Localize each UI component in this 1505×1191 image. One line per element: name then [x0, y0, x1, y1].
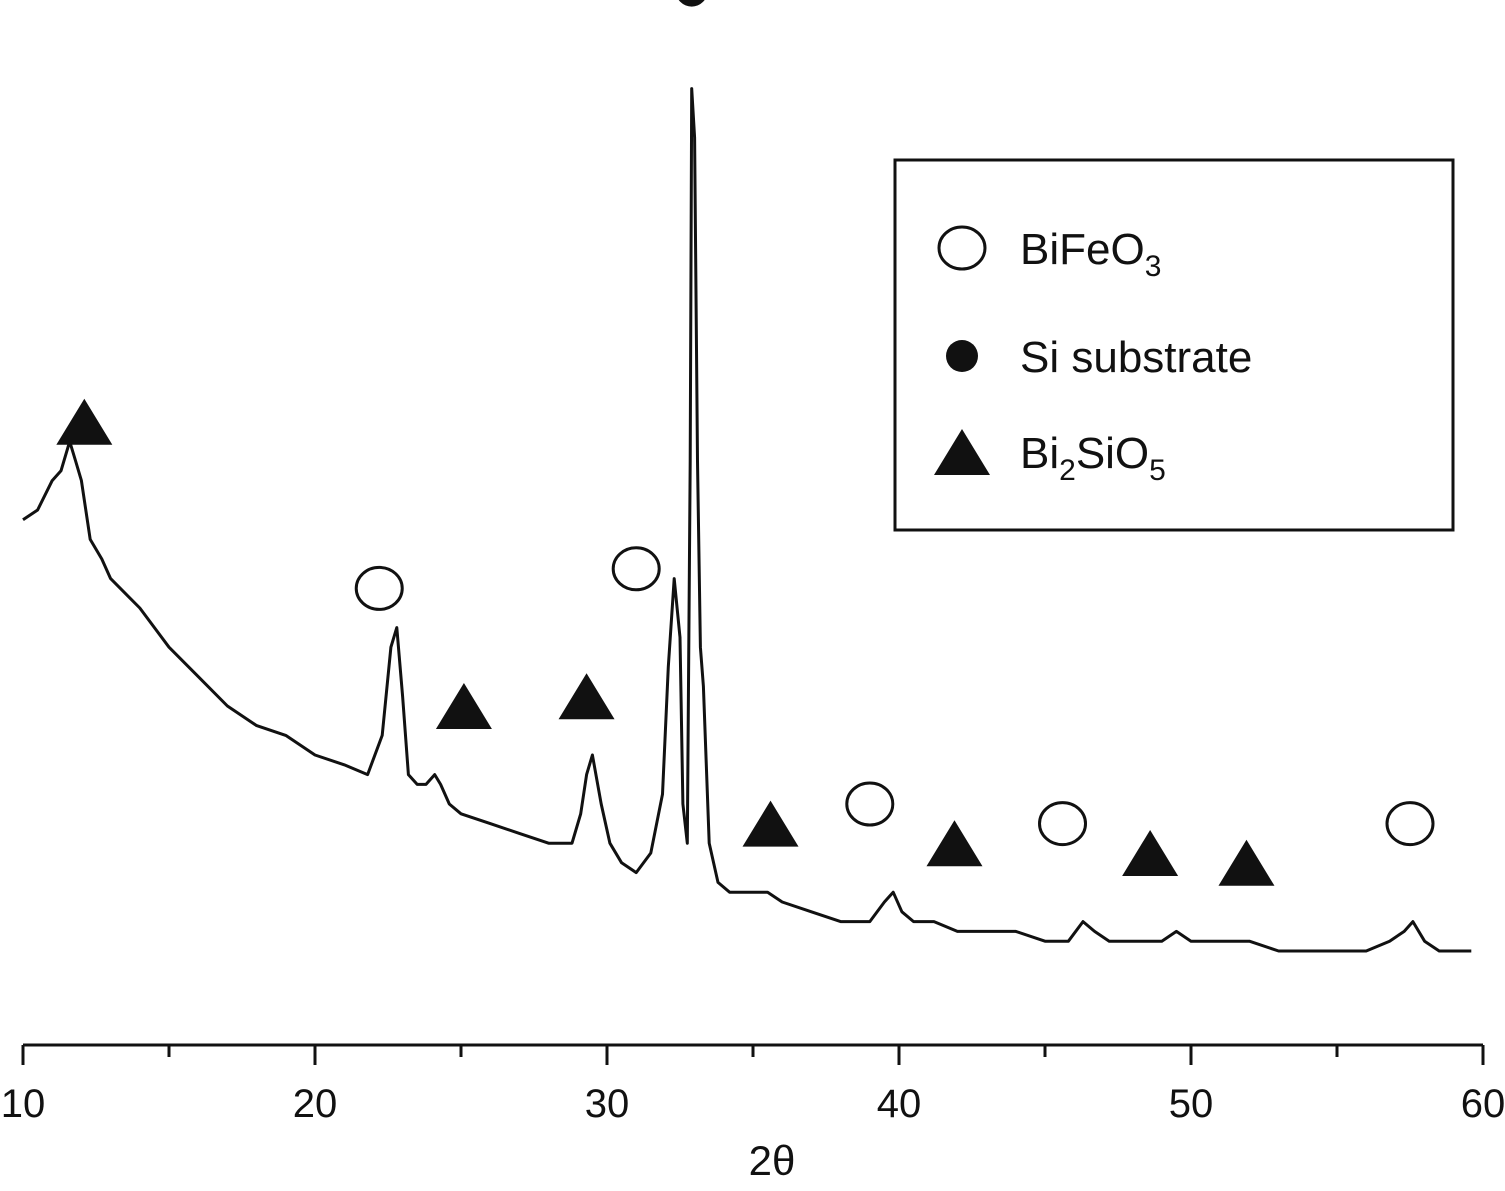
legend: BiFeO3 Si substrate Bi2SiO5 [893, 158, 1455, 532]
x-tick-label-20: 20 [293, 1082, 338, 1126]
legend-box [893, 158, 1455, 532]
peak-markers [56, 0, 1435, 886]
peak-marker-triangle-2 [435, 683, 492, 729]
peak-marker-open-circle-9 [1038, 801, 1088, 847]
peak-marker-open-circle-7 [845, 781, 895, 827]
peak-marker-open-circle-12 [1385, 801, 1435, 847]
x-tick-label-30: 30 [585, 1082, 630, 1126]
legend-marker-filled-circle [946, 340, 978, 372]
legend-label-2: Bi2SiO5 [1020, 429, 1166, 487]
xrd-series-line-0 [22, 87, 1472, 953]
x-tick-label-40: 40 [877, 1082, 922, 1126]
peak-marker-triangle-3 [558, 673, 615, 720]
peak-marker-triangle-10 [1122, 830, 1179, 876]
peak-marker-triangle-6 [742, 800, 799, 847]
peak-marker-triangle-0 [56, 398, 113, 445]
legend-label-0: BiFeO3 [1020, 225, 1161, 283]
peak-marker-open-circle-4 [611, 546, 661, 592]
peak-marker-triangle-8 [926, 820, 983, 867]
legend-marker-open-circle [937, 225, 987, 271]
peak-marker-triangle-11 [1218, 839, 1275, 886]
x-axis: 10 20 30 40 50 60 [1, 1043, 1505, 1126]
x-tick-label-10: 10 [1, 1082, 46, 1126]
x-tick-label-60: 60 [1461, 1082, 1505, 1126]
legend-marker-triangle [934, 429, 990, 475]
legend-label-1: Si substrate [1020, 333, 1252, 382]
x-tick-label-50: 50 [1169, 1082, 1214, 1126]
peak-marker-open-circle-1 [354, 565, 404, 611]
x-axis-title: 2θ [749, 1137, 796, 1184]
peak-marker-filled-circle-5 [678, 0, 705, 7]
plot-area [22, 87, 1472, 953]
